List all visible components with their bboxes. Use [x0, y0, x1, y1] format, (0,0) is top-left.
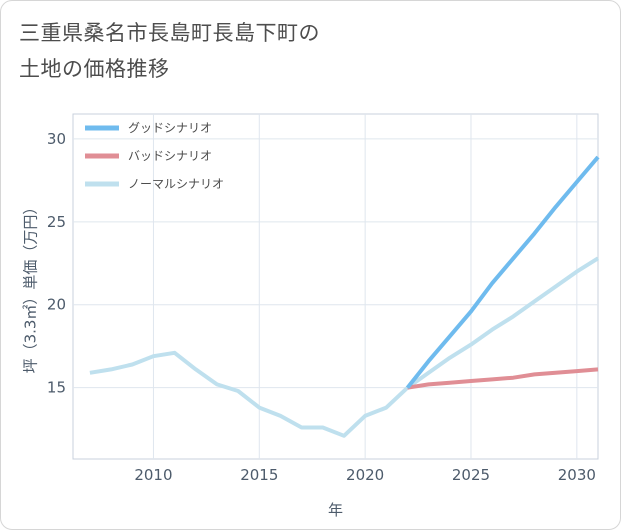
y-tick-label: 25	[47, 213, 66, 231]
grid	[72, 113, 599, 460]
x-tick-label: 2020	[346, 466, 384, 484]
x-tick-label: 2010	[134, 466, 172, 484]
legend-label: ノーマルシナリオ	[128, 177, 224, 191]
x-axis-title: 年	[328, 501, 343, 519]
legend-label: グッドシナリオ	[128, 121, 212, 135]
y-tick-label: 15	[47, 379, 66, 397]
plot-area-border	[72, 113, 599, 460]
legend-label: バッドシナリオ	[128, 149, 212, 163]
series-lines	[89, 155, 600, 438]
x-tick-label: 2030	[558, 466, 596, 484]
y-tick-label: 20	[47, 296, 66, 314]
chart-title: 三重県桑名市長島町長島下町の 土地の価格推移	[19, 21, 320, 81]
x-tick-label: 2015	[240, 466, 278, 484]
series-line-bad	[407, 367, 599, 390]
y-axis-title: 坪（3.3㎡）単価（万円）	[22, 200, 40, 374]
y-tick-label: 30	[47, 130, 66, 148]
series-line-normal	[89, 256, 600, 438]
x-tick-label: 2025	[452, 466, 490, 484]
series-line-good	[405, 155, 600, 389]
